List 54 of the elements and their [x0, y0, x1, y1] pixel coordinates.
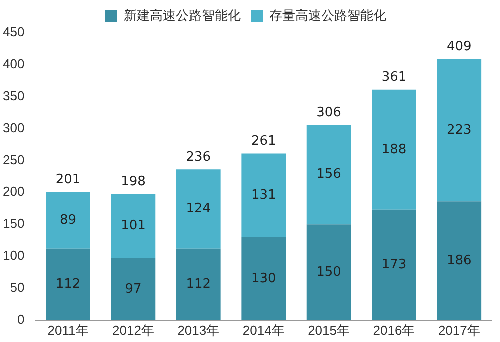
total-label: 306 — [316, 105, 342, 120]
data-label: 223 — [446, 122, 472, 138]
bar — [46, 248, 90, 320]
bar — [437, 202, 482, 320]
bar — [46, 192, 90, 249]
bar — [372, 90, 416, 210]
x-tick-label: 2014年 — [242, 322, 285, 338]
y-tick-label: 0 — [17, 312, 25, 327]
total-label: 261 — [251, 134, 276, 150]
bar — [242, 154, 286, 238]
data-label: 131 — [251, 188, 276, 203]
total-label: 361 — [382, 70, 407, 86]
data-label: 130 — [251, 271, 276, 286]
x-tick-label: 2015年 — [308, 322, 350, 338]
bar — [111, 258, 156, 320]
legend-label: 新建高速公路智能化 — [124, 8, 241, 24]
data-label: 156 — [316, 167, 342, 182]
data-label: 186 — [446, 253, 472, 268]
data-label: 97 — [125, 282, 142, 297]
bar — [306, 224, 352, 320]
data-label: 124 — [186, 202, 212, 217]
data-label: 188 — [382, 142, 407, 158]
x-tick-label: 2013年 — [178, 322, 220, 338]
y-tick-label: 150 — [2, 216, 25, 232]
total-label: 409 — [446, 40, 472, 55]
y-tick-label: 300 — [2, 120, 25, 136]
y-tick-label: 250 — [2, 152, 25, 168]
y-tick-label: 350 — [2, 88, 25, 104]
x-tick-label: 2012年 — [112, 322, 154, 338]
legend-label: 存量高速公路智能化 — [270, 8, 386, 24]
y-tick-label: 100 — [2, 248, 25, 264]
bar — [372, 210, 416, 320]
data-label: 89 — [60, 212, 77, 228]
y-tick-label: 400 — [2, 56, 25, 72]
y-tick-label: 200 — [2, 184, 25, 200]
bar — [176, 248, 221, 320]
data-label: 101 — [121, 218, 146, 234]
bar — [306, 124, 352, 225]
data-label: 173 — [382, 258, 407, 273]
y-tick-label: 450 — [2, 24, 25, 40]
y-tick-label: 50 — [10, 280, 25, 296]
x-tick-label: 2017年 — [438, 322, 480, 338]
bar — [111, 194, 156, 258]
data-label: 150 — [316, 264, 342, 280]
bar — [437, 59, 482, 202]
total-label: 198 — [121, 174, 146, 190]
total-label: 236 — [186, 150, 212, 166]
total-label: 201 — [56, 172, 81, 188]
data-label: 112 — [56, 277, 81, 292]
bar — [242, 237, 286, 320]
data-label: 112 — [186, 277, 212, 292]
x-tick-label: 2016年 — [373, 322, 416, 338]
x-tick-label: 2011年 — [48, 322, 89, 338]
bar — [176, 170, 221, 249]
